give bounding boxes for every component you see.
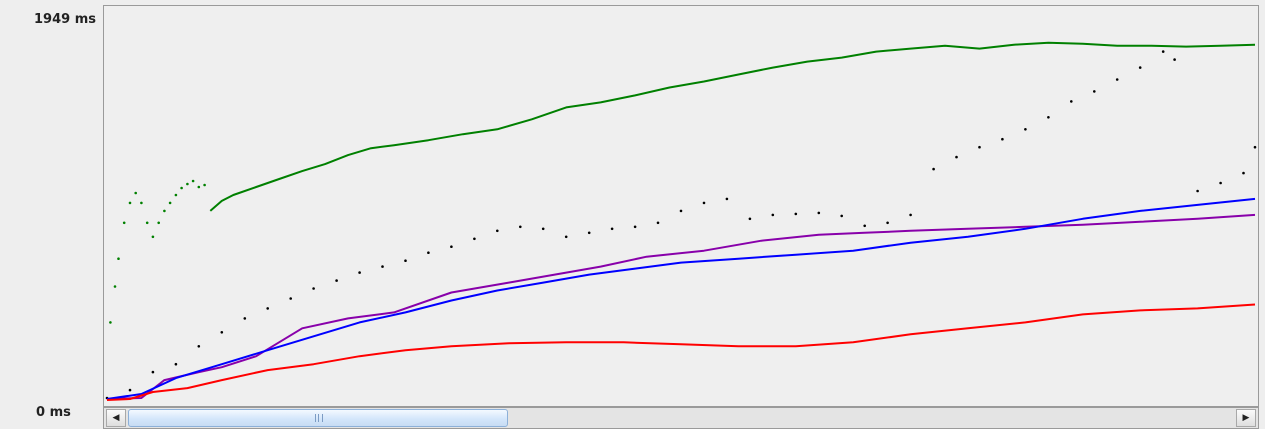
series-2-point-3 (174, 362, 178, 366)
series-2-point-4 (197, 345, 201, 348)
series-2-point-5 (220, 331, 224, 334)
plot-area (103, 5, 1259, 407)
series-2-point-47 (1173, 58, 1176, 61)
series-2-point-29 (771, 213, 775, 217)
series-2-point-43 (1093, 90, 1096, 93)
chart-canvas (105, 41, 1257, 401)
series-2-point-42 (1070, 100, 1073, 103)
series-1-point-3 (122, 221, 126, 225)
scroll-left-button[interactable]: ◀ (106, 409, 126, 427)
series-2-point-15 (450, 245, 453, 248)
series-2-point-32 (840, 214, 843, 218)
series-line-3 (106, 213, 1256, 400)
series-1-point-7 (145, 221, 149, 225)
series-1-point-12 (174, 193, 178, 197)
series-2-point-39 (1001, 137, 1004, 141)
series-1-point-10 (163, 209, 166, 213)
series-1-point-1 (113, 285, 117, 288)
series-2-point-49 (1219, 181, 1222, 185)
arrow-left-icon: ◀ (112, 413, 120, 423)
series-2-point-31 (817, 211, 821, 215)
series-1-point-15 (191, 179, 195, 183)
series-2-point-38 (978, 145, 981, 149)
series-1-point-0 (109, 321, 112, 324)
series-2-point-25 (679, 209, 683, 213)
series-2-point-23 (633, 225, 637, 229)
series-2-point-35 (909, 213, 912, 217)
series-2-point-44 (1115, 78, 1119, 81)
series-2-point-30 (794, 212, 798, 216)
series-2-point-21 (587, 231, 591, 235)
grip-icon (315, 414, 323, 422)
series-1-point-14 (186, 182, 189, 186)
series-1-point-8 (151, 235, 155, 239)
series-1-point-5 (134, 191, 137, 195)
series-2-point-14 (427, 251, 430, 254)
series-2-point-24 (656, 221, 660, 225)
series-1-point-13 (180, 186, 183, 190)
series-2-point-1 (128, 388, 132, 392)
series-1-point-4 (128, 201, 132, 205)
series-2-point-51 (1253, 145, 1257, 149)
series-1-point-6 (140, 201, 143, 205)
series-2-point-27 (725, 197, 729, 201)
series-2-point-26 (702, 201, 706, 205)
series-2-point-48 (1196, 189, 1199, 193)
series-2-point-16 (473, 237, 476, 241)
series-1-point-9 (157, 221, 160, 225)
series-1-point-17 (203, 183, 206, 187)
series-2-point-46 (1161, 50, 1165, 53)
series-1-point-16 (197, 185, 201, 189)
series-2-point-19 (541, 227, 545, 231)
series-2-point-7 (266, 307, 269, 310)
series-1-point-2 (117, 257, 120, 260)
series-2-point-36 (932, 167, 935, 171)
series-2-point-9 (312, 287, 315, 290)
series-line-0 (209, 41, 1256, 212)
series-2-point-45 (1138, 66, 1142, 69)
series-2-point-50 (1242, 171, 1245, 175)
series-2-point-18 (519, 225, 522, 229)
horizontal-scrollbar[interactable]: ◀ ▶ (103, 407, 1259, 429)
arrow-right-icon: ▶ (1242, 413, 1250, 423)
series-line-4 (106, 197, 1256, 400)
series-2-point-33 (863, 224, 866, 228)
series-2-point-20 (564, 235, 568, 239)
series-2-point-40 (1024, 128, 1027, 131)
series-2-point-34 (886, 221, 889, 225)
series-2-point-6 (243, 317, 247, 320)
series-2-point-10 (335, 279, 338, 282)
y-axis-min-label: 0 ms (36, 405, 71, 420)
y-axis-max-label: 1949 ms (34, 12, 96, 27)
series-2-point-22 (610, 227, 614, 231)
series-2-point-13 (404, 259, 407, 262)
series-1-point-11 (168, 201, 172, 205)
series-2-point-41 (1047, 116, 1050, 119)
series-2-point-11 (358, 271, 361, 274)
scroll-right-button[interactable]: ▶ (1236, 409, 1256, 427)
series-2-point-17 (496, 229, 499, 233)
series-2-point-12 (381, 265, 384, 268)
series-line-5 (106, 303, 1256, 401)
series-2-point-37 (955, 155, 958, 159)
scrollbar-thumb[interactable] (128, 409, 508, 427)
series-2-point-8 (289, 297, 292, 300)
series-2-point-28 (748, 217, 752, 221)
series-2-point-2 (151, 370, 155, 374)
